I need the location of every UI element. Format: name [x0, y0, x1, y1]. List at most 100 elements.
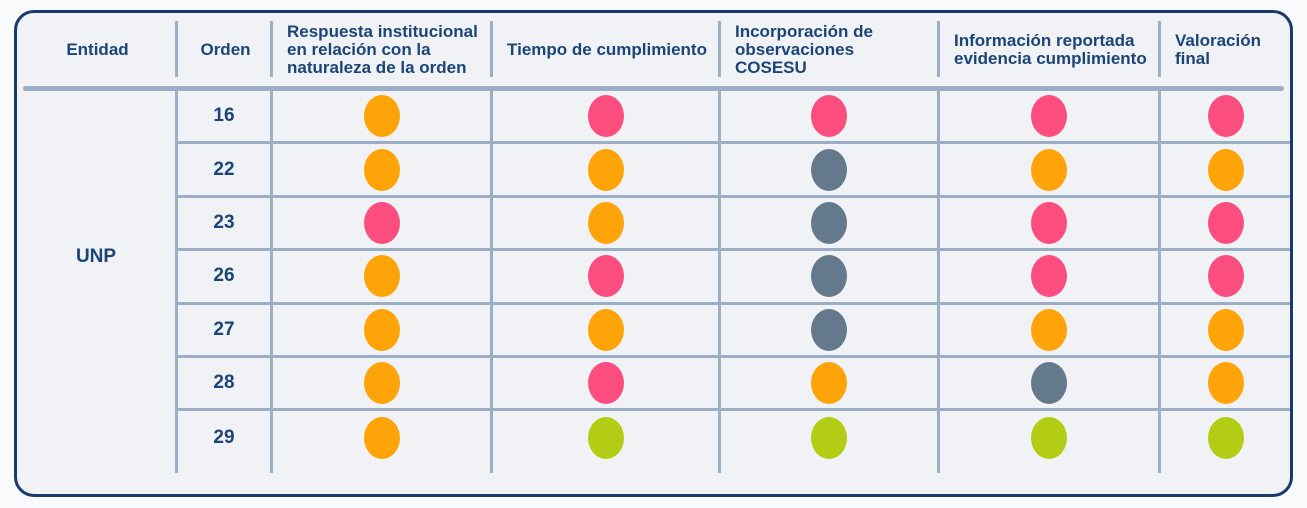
- grid-line-extension: [940, 464, 1161, 473]
- dot-cell-valoracion: [1161, 251, 1290, 305]
- dot-cell-respuesta: [273, 91, 493, 145]
- orden-value: 26: [213, 265, 235, 287]
- status-dot: [1031, 201, 1067, 244]
- grid-line-extension: [493, 464, 721, 473]
- status-dot: [587, 417, 624, 460]
- dot-cell-informacion: [940, 251, 1161, 305]
- status-dot: [363, 148, 400, 191]
- orden-value: 16: [213, 105, 235, 127]
- status-dot: [811, 308, 847, 351]
- status-dot: [363, 308, 400, 351]
- status-dot: [1207, 201, 1244, 244]
- status-dot: [811, 362, 847, 405]
- dot-cell-respuesta: [273, 304, 493, 358]
- status-dot: [1207, 148, 1244, 191]
- status-dot: [587, 308, 624, 351]
- dot-cell-informacion: [940, 411, 1161, 465]
- table-body: UNP 16 22 23: [17, 91, 1290, 473]
- status-dot: [363, 255, 400, 298]
- dot-cell-informacion: [940, 197, 1161, 252]
- column-header-entidad: Entidad: [17, 13, 178, 86]
- orden-cell: 29: [178, 411, 273, 465]
- status-dot: [1031, 255, 1067, 298]
- orden-value: 22: [213, 158, 235, 180]
- status-dot: [1031, 95, 1067, 138]
- column-header-informacion-reportada: Información reportada evidencia cumplimi…: [940, 13, 1161, 86]
- dot-cell-respuesta: [273, 251, 493, 305]
- status-dot: [587, 362, 624, 405]
- status-dot: [811, 255, 847, 298]
- dot-cell-valoracion: [1161, 358, 1290, 412]
- orden-cell: 16: [178, 91, 273, 145]
- dot-cell-tiempo: [493, 144, 721, 198]
- column-header-respuesta-institucional: Respuesta institucional en relación con …: [273, 13, 493, 86]
- dot-cell-tiempo: [493, 91, 721, 145]
- grid-line-extension: [1161, 465, 1290, 473]
- column-header-valoracion-final: Valoración final: [1161, 13, 1290, 86]
- dot-cell-incorporacion: [721, 251, 940, 305]
- status-dot: [1207, 95, 1244, 138]
- status-dot: [587, 201, 624, 244]
- dot-cell-tiempo: [493, 357, 721, 412]
- column-header-label: Tiempo de cumplimiento: [507, 39, 707, 59]
- status-dot: [363, 417, 400, 460]
- dot-cell-valoracion: [1161, 305, 1290, 358]
- status-dot: [587, 255, 624, 298]
- status-dot: [363, 95, 400, 138]
- status-dot: [363, 362, 400, 405]
- orden-value: 23: [213, 211, 235, 233]
- orden-value: 28: [213, 372, 235, 394]
- orden-value: 27: [213, 318, 235, 340]
- column-header-incorporacion-observaciones: Incorporación de observaciones COSESU: [721, 13, 940, 86]
- orden-cell: 22: [178, 144, 273, 198]
- orden-cell: 28: [178, 357, 273, 412]
- header-divider-line: [23, 86, 1284, 91]
- table-header-row: Entidad Orden Respuesta institucional en…: [17, 13, 1290, 86]
- column-header-label: Respuesta institucional en relación con …: [287, 21, 478, 77]
- column-header-label: Incorporación de observaciones COSESU: [735, 21, 873, 77]
- column-header-label: Información reportada evidencia cumplimi…: [954, 30, 1147, 68]
- entity-cell: UNP: [17, 91, 178, 473]
- column-header-label: Entidad: [66, 39, 129, 59]
- status-dot: [363, 201, 400, 244]
- dot-cell-tiempo: [493, 197, 721, 252]
- dot-cell-tiempo: [493, 251, 721, 305]
- dot-cell-valoracion: [1161, 411, 1290, 464]
- status-dot: [1207, 362, 1244, 405]
- status-dot: [811, 148, 847, 191]
- orden-cell: 27: [178, 304, 273, 358]
- status-dot: [1031, 417, 1067, 460]
- status-dot: [811, 201, 847, 244]
- dot-cell-incorporacion: [721, 91, 940, 145]
- status-dot: [1031, 308, 1067, 351]
- dot-cell-respuesta: [273, 197, 493, 252]
- dot-cell-valoracion: [1161, 198, 1290, 252]
- dot-cell-valoracion: [1161, 144, 1290, 198]
- status-dot: [587, 95, 624, 138]
- status-dot: [1207, 255, 1244, 298]
- dot-cell-tiempo: [493, 304, 721, 358]
- dot-cell-respuesta: [273, 411, 493, 465]
- dot-cell-incorporacion: [721, 304, 940, 358]
- status-dot: [1207, 308, 1244, 351]
- status-dot: [811, 417, 847, 460]
- status-dot: [1031, 362, 1067, 405]
- grid-line-extension: [178, 464, 273, 473]
- dot-cell-incorporacion: [721, 357, 940, 412]
- column-header-label: Valoración final: [1175, 30, 1261, 68]
- dot-cell-informacion: [940, 304, 1161, 358]
- dot-cell-informacion: [940, 144, 1161, 198]
- column-header-label: Orden: [200, 39, 251, 59]
- orden-cell: 23: [178, 197, 273, 252]
- status-table-frame: Entidad Orden Respuesta institucional en…: [14, 10, 1293, 497]
- dot-cell-informacion: [940, 357, 1161, 412]
- orden-value: 29: [213, 427, 235, 449]
- dot-cell-incorporacion: [721, 411, 940, 465]
- status-dot: [1031, 148, 1067, 191]
- status-dot: [811, 95, 847, 138]
- dot-cell-incorporacion: [721, 144, 940, 198]
- grid-line-extension: [721, 464, 940, 473]
- dot-cell-respuesta: [273, 144, 493, 198]
- status-dot: [587, 148, 624, 191]
- dot-cell-respuesta: [273, 357, 493, 412]
